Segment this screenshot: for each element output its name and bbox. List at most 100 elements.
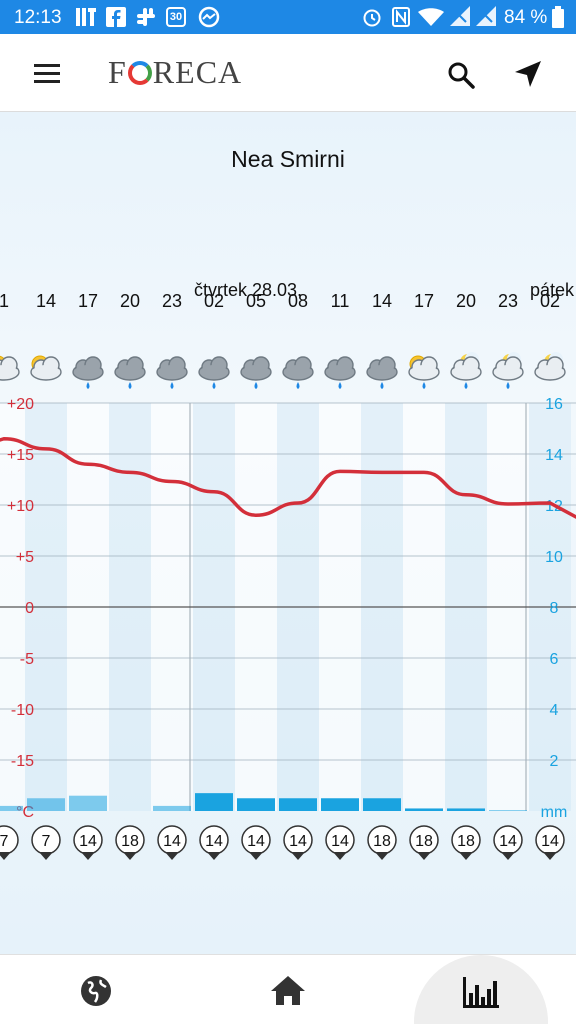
temp-axis-label: -10 <box>11 702 34 719</box>
calendar-icon: 30 <box>166 7 186 27</box>
alarm-icon <box>363 9 381 27</box>
wind-speed-label: 14 <box>79 833 97 850</box>
wind-direction-arrow <box>333 852 347 860</box>
cloud-rain-icon <box>198 356 230 389</box>
hour-label: 20 <box>456 291 476 311</box>
partly-cloudy-icon <box>0 355 20 381</box>
precip-bar <box>0 805 23 811</box>
precip-axis-label: 10 <box>545 549 563 566</box>
wind-direction-arrow <box>249 852 263 860</box>
precip-bar <box>27 798 65 811</box>
hour-label: 23 <box>498 291 518 311</box>
search-icon[interactable] <box>446 60 476 90</box>
status-time: 12:13 <box>14 7 62 28</box>
wind-direction-arrow <box>501 852 515 860</box>
battery-icon <box>552 6 564 28</box>
signal-icon <box>450 6 470 26</box>
cloud-rain-icon <box>240 356 272 389</box>
cloud-rain-icon <box>156 356 188 389</box>
forecast-panel[interactable]: Nea Smirni čtvrtek 28.03. pátek +20 16 +15… <box>0 112 576 954</box>
precip-bar <box>153 805 191 811</box>
day-label-thursday: čtvrtek 28.03. <box>194 280 303 300</box>
precip-axis-label: 4 <box>550 702 559 719</box>
wind-speed-label: 14 <box>541 833 559 850</box>
precip-axis-label: 8 <box>550 600 559 617</box>
slack-icon <box>137 8 155 26</box>
precip-bar <box>279 798 317 811</box>
meteogram-chart[interactable]: +20 16+15 14+10 12+5 100 8-5 6-10 4-15 2°C mm1 14 1… <box>0 112 576 954</box>
wind-speed-label: 7 <box>0 833 9 850</box>
wind-direction-arrow <box>543 852 557 860</box>
hour-label: 08 <box>288 291 308 311</box>
menu-icon[interactable] <box>34 64 60 84</box>
hour-label: 11 <box>331 291 350 311</box>
hour-label: 23 <box>162 291 182 311</box>
bar-chart-icon[interactable] <box>460 971 500 1011</box>
cloud-rain-icon <box>72 356 104 389</box>
status-bar: 12:13 30 84 % <box>0 0 576 34</box>
moon-cloud-icon <box>534 352 566 381</box>
precip-bar <box>489 810 527 811</box>
temp-axis-label: +15 <box>7 447 34 464</box>
wind-speed-label: 18 <box>415 833 433 850</box>
signal-icon-2 <box>476 6 496 26</box>
globe-icon[interactable] <box>76 971 116 1011</box>
cloud-rain-icon <box>366 356 398 389</box>
precip-axis-label: mm <box>541 804 568 821</box>
home-icon[interactable] <box>268 971 308 1011</box>
hour-label: 1 <box>0 291 9 311</box>
partly-cloudy-icon <box>30 355 62 381</box>
wind-direction-arrow <box>123 852 137 860</box>
precip-axis-label: 16 <box>545 396 563 413</box>
sun-cloud-rain-icon <box>408 355 440 389</box>
temp-axis-label: +10 <box>7 498 34 515</box>
temperature-line <box>0 436 576 519</box>
cloud-rain-icon <box>324 356 356 389</box>
logo-sun-icon <box>127 61 152 85</box>
logo-text-left: F <box>108 54 127 90</box>
wind-speed-label: 14 <box>205 833 223 850</box>
temp-axis-label: +5 <box>16 549 34 566</box>
moon-cloud-rain-icon <box>450 352 482 389</box>
precip-bar <box>363 798 401 811</box>
precip-bar <box>321 798 359 811</box>
temp-axis-label: -5 <box>20 651 34 668</box>
foreca-logo: F RECA <box>108 54 242 91</box>
precip-bar <box>405 808 443 811</box>
temp-axis-label: 0 <box>25 600 34 617</box>
precip-bar <box>69 795 107 811</box>
moon-cloud-rain-icon <box>492 352 524 389</box>
precip-axis-label: 6 <box>550 651 559 668</box>
wifi-icon <box>418 8 444 26</box>
battery-percent: 84 % <box>504 7 548 28</box>
temp-axis-label: -15 <box>11 753 34 770</box>
wind-direction-arrow <box>459 852 473 860</box>
wind-speed-label: 14 <box>289 833 307 850</box>
temp-axis-label: +20 <box>7 396 34 413</box>
hour-label: 05 <box>246 291 266 311</box>
location-arrow-icon[interactable] <box>512 58 544 90</box>
precip-bar <box>237 798 275 811</box>
hour-label: 20 <box>120 291 140 311</box>
wind-direction-arrow <box>0 852 11 860</box>
messenger-icon <box>198 6 220 28</box>
precip-axis-label: 14 <box>545 447 563 464</box>
precip-axis-label: 2 <box>550 753 559 770</box>
wind-direction-arrow <box>417 852 431 860</box>
wind-speed-label: 14 <box>331 833 349 850</box>
wind-speed-label: 18 <box>121 833 139 850</box>
wind-speed-label: 18 <box>457 833 475 850</box>
precip-bar <box>447 808 485 811</box>
app-bar: F RECA <box>0 34 576 112</box>
wind-direction-arrow <box>291 852 305 860</box>
precip-bar <box>195 793 233 811</box>
facebook-icon <box>106 7 126 27</box>
hour-label: 02 <box>204 291 224 311</box>
logo-text-right: RECA <box>152 54 243 90</box>
ift-icon <box>76 8 96 26</box>
hour-label: 17 <box>414 291 434 311</box>
hour-label: 14 <box>36 291 56 311</box>
day-label-friday: pátek <box>530 280 575 300</box>
wind-direction-arrow <box>39 852 53 860</box>
location-name: Nea Smirni <box>231 146 345 172</box>
